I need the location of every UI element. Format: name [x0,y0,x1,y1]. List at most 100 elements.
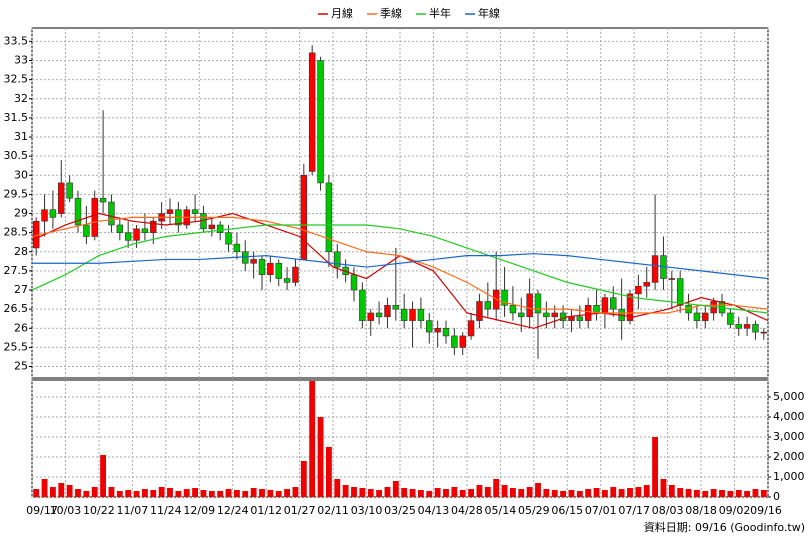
candle-body [292,266,299,283]
y-tick-label: 27 [14,283,28,296]
volume-bar [175,491,182,497]
candle-body [359,289,366,321]
volume-bar [560,491,567,497]
volume-bar [317,417,324,497]
candle-body [526,293,533,318]
volume-bar [292,487,299,497]
volume-bar [543,489,550,497]
candle-body [317,60,324,184]
volume-bar [259,489,265,497]
volume-bar [284,489,291,497]
volume-bar [551,490,558,497]
candle-body [409,308,416,321]
volume-bar [401,488,408,497]
candle-body [610,297,617,310]
candle-body [300,174,308,260]
x-tick-label: 10/03 [50,504,82,517]
volume-bar [100,455,107,497]
volume-bar [83,491,90,497]
volume-bar [727,491,734,497]
x-tick-label: 12/24 [217,504,249,517]
source-note: 資料日期: 09/16 (Goodinfo.tw) [644,520,805,534]
candle-body [584,305,592,321]
candle-body [434,327,441,333]
volume-bar [351,487,357,497]
volume-bar [752,489,759,497]
candle-body [442,327,450,337]
candle-body [601,297,609,314]
volume-bar [693,490,700,497]
price-panel [31,27,769,379]
volume-bar [342,485,349,497]
x-tick-label: 01/27 [284,504,316,517]
volume-bar [493,479,500,497]
y-tick-label: 30.5 [4,149,29,162]
volume-bar [108,487,115,497]
candle-body [484,301,492,310]
candle-body [108,201,115,226]
candle-body [275,262,282,279]
volume-bar [183,489,190,497]
volume-bar [660,479,667,497]
candle-body [400,308,408,321]
volume-bar [468,489,475,497]
candle-body [258,259,266,276]
volume-bar [75,489,81,497]
x-tick-label: 11/07 [117,504,149,517]
volume-bar [250,488,257,497]
y-tick-label: 26 [14,321,28,334]
volume-bar [225,489,232,497]
volume-bar [643,485,650,497]
x-tick-label: 06/15 [551,504,583,517]
candle-body [133,228,140,241]
volume-bar [309,381,316,497]
x-tick-label: 10/22 [83,504,115,517]
volume-bar [627,488,633,497]
volume-bar [476,485,483,497]
volume-bar [208,491,215,497]
y-tick-label: 29.5 [4,187,29,200]
candle-body [501,289,508,306]
volume-bar [509,488,516,497]
volume-bar [409,489,416,497]
volume-bar [384,487,391,497]
candle-body [626,293,634,321]
candle-body [191,209,199,214]
volume-bar [668,485,675,497]
candle-body [693,312,701,321]
volume-bar [242,491,249,497]
volume-bar [459,490,466,497]
volume-bar [417,490,424,497]
volume-bar [267,490,274,497]
candle-body [66,182,73,199]
x-tick-label: 04/28 [451,504,483,517]
moving-average-line [31,224,769,314]
x-tick-label: 12/09 [183,504,215,517]
volume-tick-label: 4,000 [773,410,805,423]
volume-bar [744,491,751,497]
candle-body [426,320,433,333]
x-tick-label: 02/11 [317,504,349,517]
candle-body [116,224,124,233]
volume-bar [116,491,123,497]
volume-bar [576,491,583,497]
volume-bar [325,447,332,497]
x-tick-label: 09/17 [26,504,58,517]
volume-bar [66,485,73,497]
volume-bar [359,488,366,497]
candle-body [551,312,558,318]
y-tick-label: 29 [14,207,28,220]
candle-body [216,224,224,233]
volume-bar [133,491,140,497]
volume-bar [719,490,725,497]
candle-body [166,209,174,214]
candle-body [384,305,391,318]
candle-body [325,182,333,253]
candle-body [208,224,216,230]
volume-bar [610,487,617,497]
candle-body [283,278,291,283]
candle-body [334,251,341,268]
candle-body [150,220,157,233]
